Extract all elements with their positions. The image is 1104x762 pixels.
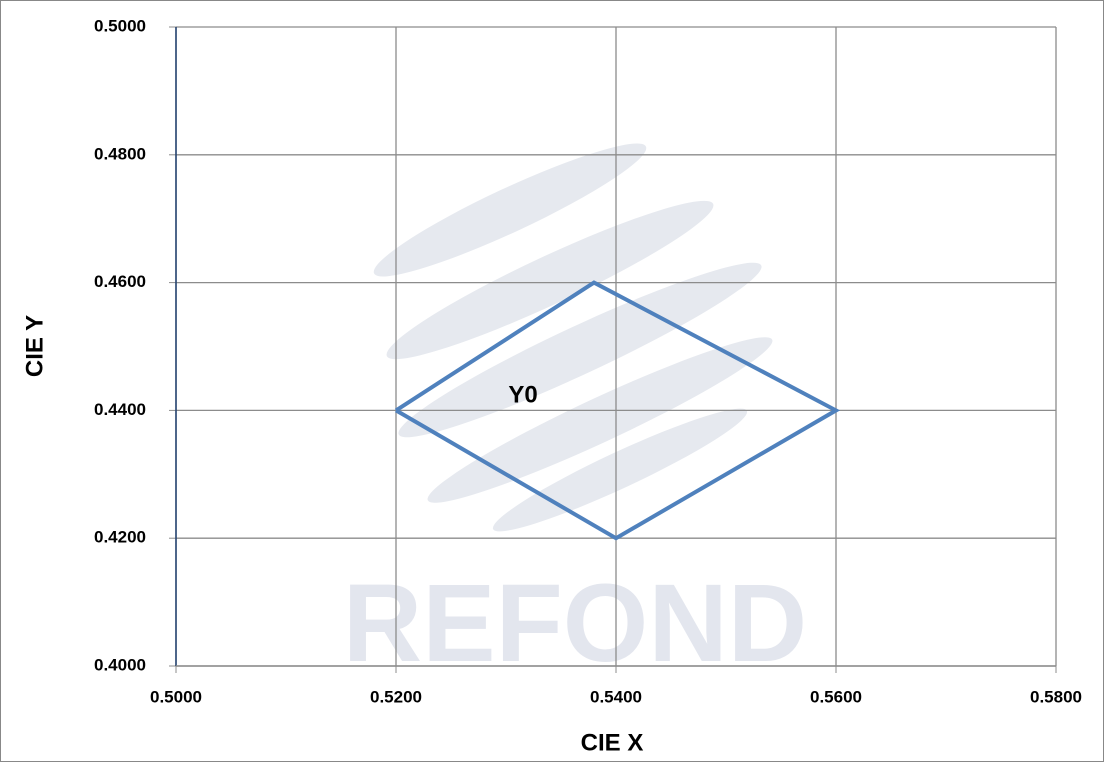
y-tick-label: 0.4000 [94, 655, 146, 674]
y-axis-title: CIE Y [21, 315, 48, 377]
x-tick-label: 0.5400 [590, 687, 642, 706]
chart: REFOND CIE X CIE Y Y0 0.50000.52000.5400… [0, 0, 1104, 762]
y-tick-label: 0.4400 [94, 400, 146, 419]
y-tick-label: 0.4200 [94, 528, 146, 547]
y-tick-label: 0.4800 [94, 144, 146, 163]
x-tick-label: 0.5800 [1030, 687, 1082, 706]
y-tick-label: 0.5000 [94, 16, 146, 35]
y-tick-label: 0.4600 [94, 272, 146, 291]
x-axis-title: CIE X [581, 729, 644, 756]
annotation: Y0 [508, 381, 537, 408]
x-tick-label: 0.5600 [810, 687, 862, 706]
x-tick-label: 0.5000 [150, 687, 202, 706]
x-tick-label: 0.5200 [370, 687, 422, 706]
